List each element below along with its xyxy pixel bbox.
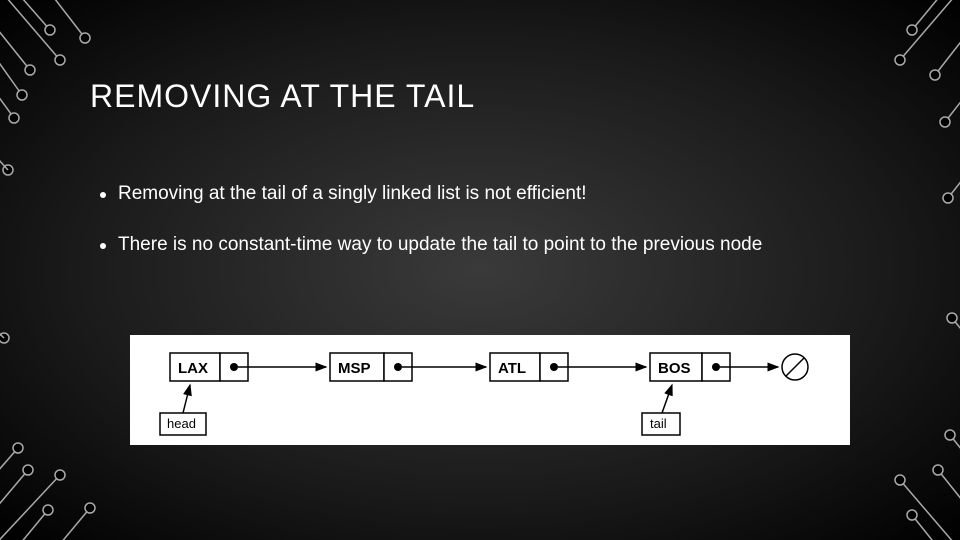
bullet-item: There is no constant-time way to update … xyxy=(100,231,860,260)
bullet-item: Removing at the tail of a singly linked … xyxy=(100,180,860,209)
node-msp: MSP xyxy=(330,353,412,381)
node-label: BOS xyxy=(658,360,691,377)
bullet-dot-icon xyxy=(100,243,106,249)
node-label: LAX xyxy=(178,360,208,377)
bullet-text: There is no constant-time way to update … xyxy=(118,231,860,260)
node-lax: LAX xyxy=(170,353,248,381)
head-pointer-label: head xyxy=(160,385,206,435)
bullet-dot-icon xyxy=(100,192,106,198)
slide-title: REMOVING AT THE TAIL xyxy=(90,78,475,115)
node-label: ATL xyxy=(498,360,526,377)
node-atl: ATL xyxy=(490,353,568,381)
pointer-label-text: tail xyxy=(650,416,667,431)
bullet-list: Removing at the tail of a singly linked … xyxy=(100,180,860,281)
linked-list-diagram: LAX MSP ATL BOS xyxy=(130,335,850,445)
node-bos: BOS xyxy=(650,353,730,381)
bullet-text: Removing at the tail of a singly linked … xyxy=(118,180,860,209)
tail-pointer-label: tail xyxy=(642,385,680,435)
node-label: MSP xyxy=(338,360,371,377)
null-marker-icon xyxy=(782,354,808,380)
pointer-label-text: head xyxy=(167,416,196,431)
